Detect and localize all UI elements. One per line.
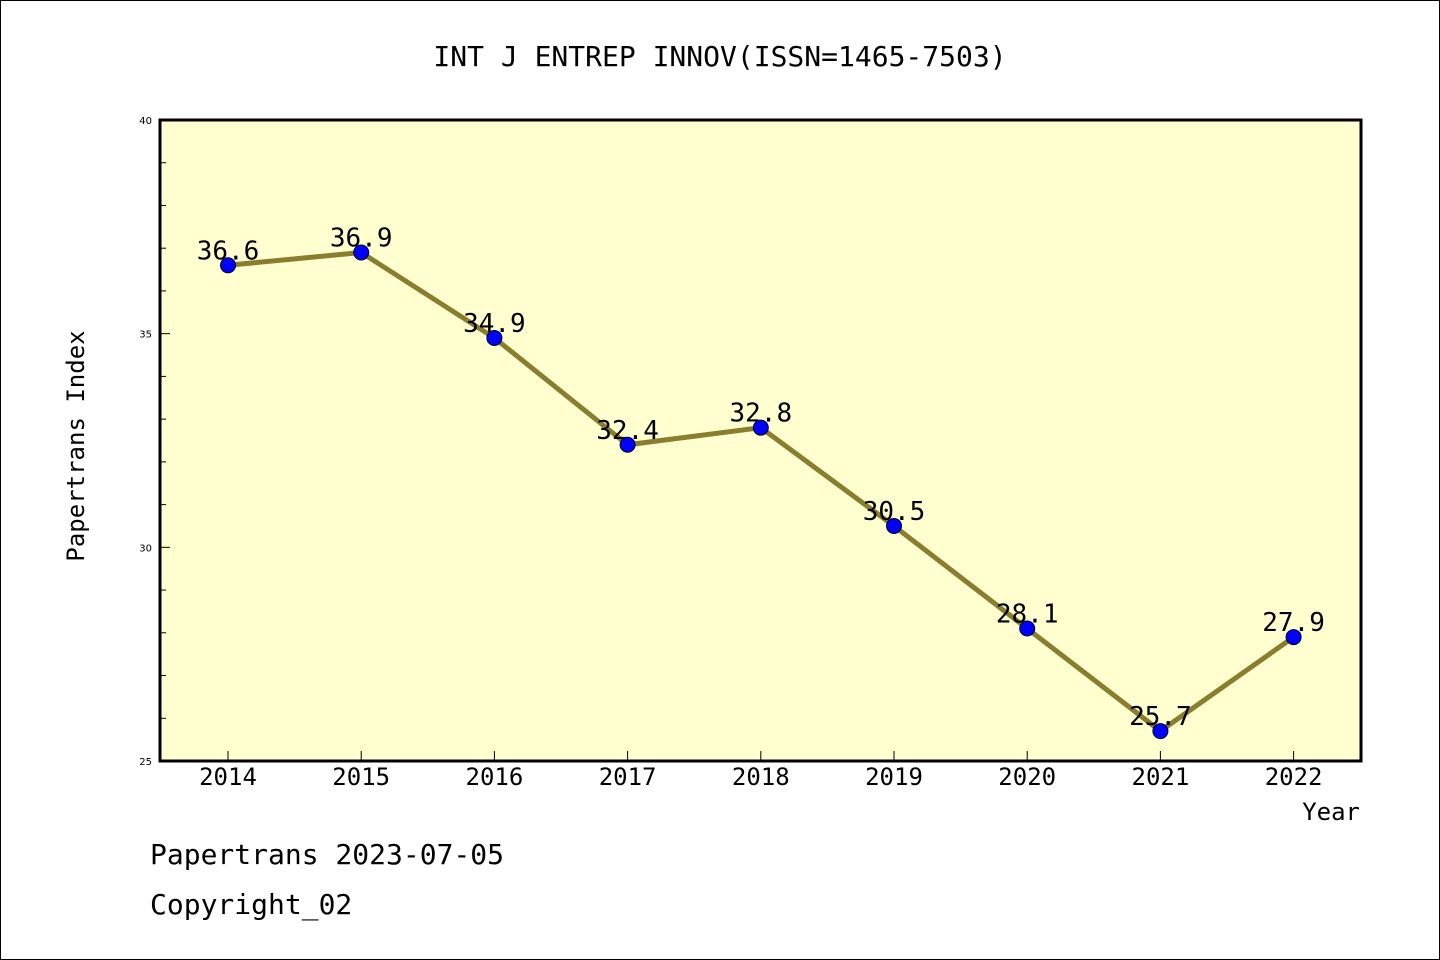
x-axis-ticks: 2014 2015 2016 2017 2018 2019 2020 2021 2022 — [199, 751, 1322, 791]
data-point — [1019, 620, 1036, 637]
data-point — [752, 419, 769, 436]
data-point — [220, 257, 236, 274]
data-label: 25.7 — [1129, 702, 1192, 732]
y-axis-ticks: 40 35 30 25 — [139, 116, 170, 768]
x-tick-label: 2015 — [332, 763, 390, 791]
data-point — [619, 436, 636, 453]
footer-copyright: Copyright_02 — [150, 888, 352, 922]
data-label: 36.9 — [330, 223, 393, 253]
x-tick-label: 2017 — [599, 763, 657, 791]
y-tick-label: 40 — [139, 116, 152, 127]
chart-title: INT J ENTREP INNOV(ISSN=1465-7503) — [433, 40, 1006, 73]
x-tick-label: 2014 — [199, 763, 257, 791]
data-point — [1152, 723, 1169, 740]
y-tick-label: 30 — [139, 543, 152, 554]
y-axis-label: Papertrans Index — [62, 330, 90, 561]
data-label: 28.1 — [996, 600, 1059, 630]
x-axis-label: Year — [1302, 798, 1360, 826]
data-point — [886, 517, 902, 534]
series-layer: 36.6 36.9 34.9 32.4 32.8 30.5 28.1 25.7 27.9 — [197, 223, 1325, 740]
data-point — [353, 244, 370, 261]
x-tick-label: 2018 — [732, 763, 790, 791]
data-label: 32.8 — [729, 399, 792, 429]
data-point — [1285, 629, 1302, 646]
data-label: 27.9 — [1262, 608, 1325, 638]
plot-area — [158, 118, 1363, 763]
x-tick-label: 2021 — [1132, 763, 1190, 791]
data-label: 30.5 — [863, 497, 926, 527]
x-tick-label: 2022 — [1265, 763, 1323, 791]
y-tick-label: 35 — [139, 330, 152, 341]
data-point — [486, 329, 503, 346]
data-label: 36.6 — [197, 236, 260, 266]
footer-date: Papertrans 2023-07-05 — [150, 838, 504, 871]
y-tick-label: 25 — [139, 757, 152, 768]
data-label: 32.4 — [596, 416, 659, 446]
data-label: 34.9 — [463, 309, 526, 339]
x-tick-label: 2019 — [865, 763, 923, 791]
x-tick-label: 2020 — [998, 763, 1056, 791]
x-tick-label: 2016 — [466, 763, 524, 791]
